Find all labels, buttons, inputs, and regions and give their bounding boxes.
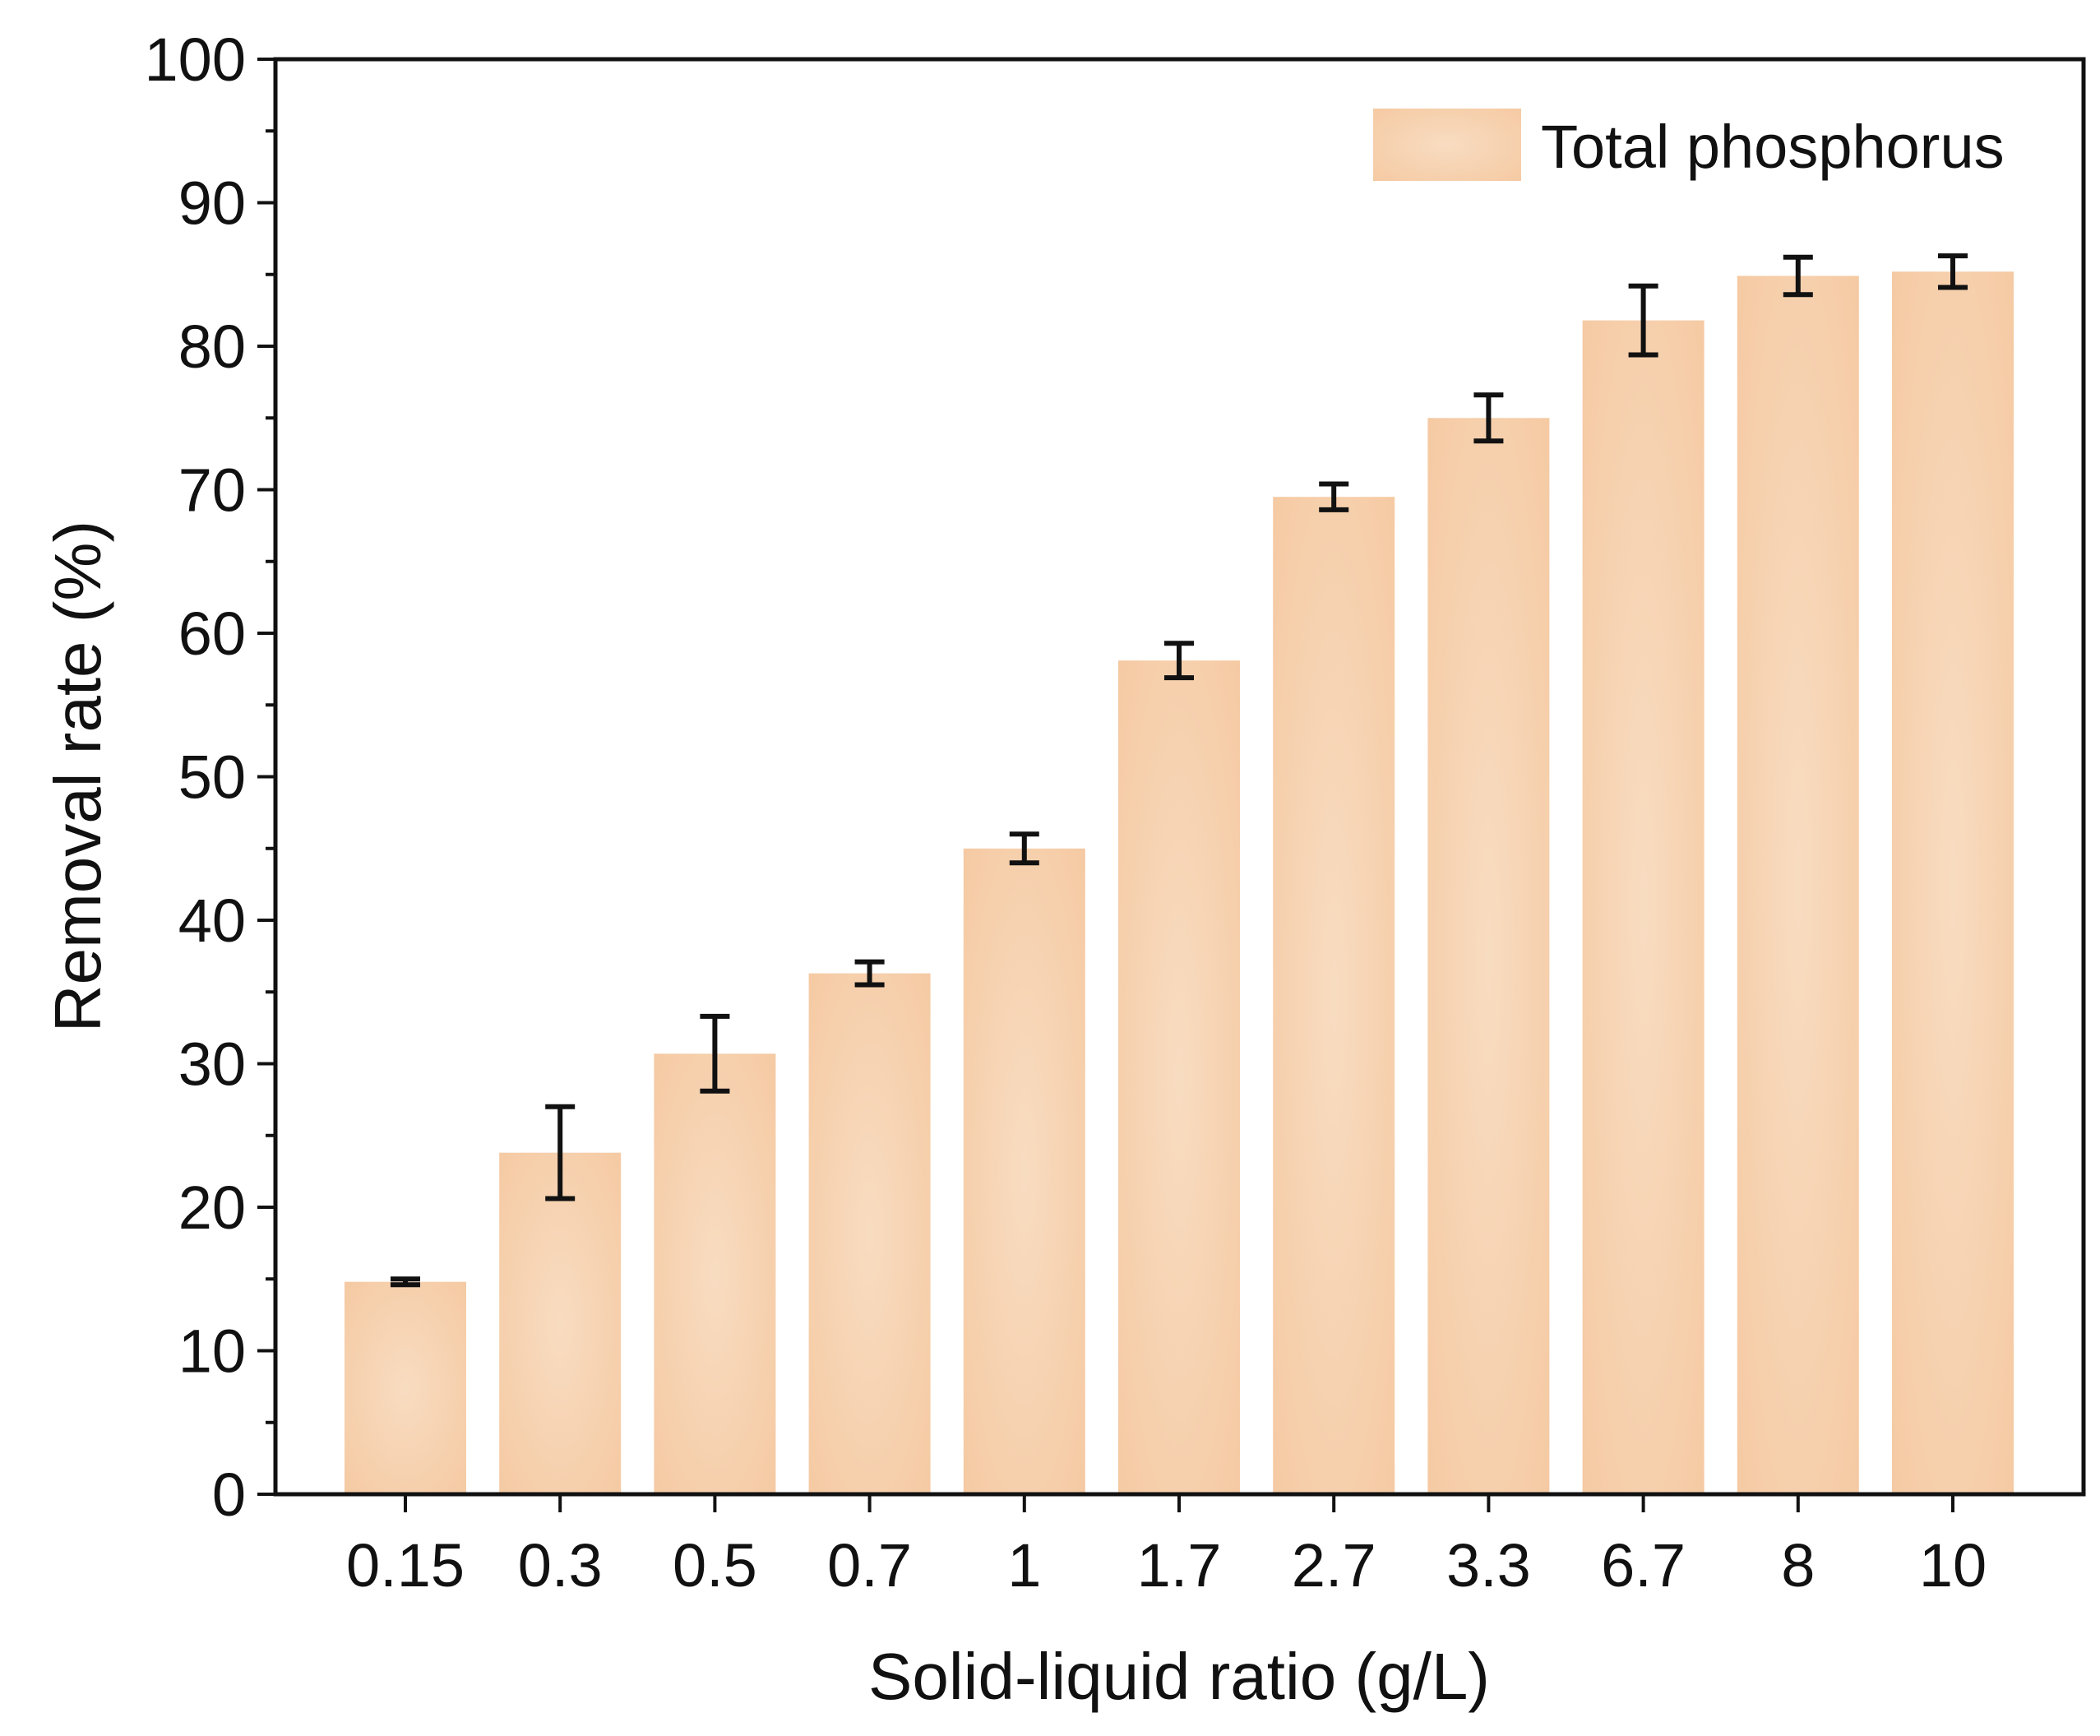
y-tick-label: 60 [178, 599, 246, 668]
y-axis: 0 10 20 30 40 50 60 70 80 90 100 [145, 25, 275, 1529]
y-tick-label: 70 [178, 456, 246, 525]
legend-swatch [1373, 109, 1521, 181]
x-tick-label: 6.7 [1601, 1531, 1686, 1599]
x-tick-label: 2.7 [1292, 1531, 1376, 1599]
bar-2.7 [1273, 497, 1395, 1495]
error-bar-0.15 [391, 1276, 420, 1288]
error-bar-8 [1783, 254, 1813, 298]
bar-1 [963, 848, 1085, 1495]
error-bar-0.7 [854, 959, 885, 988]
error-bars-layer [391, 253, 1968, 1288]
x-tick-label: 0.5 [673, 1531, 757, 1599]
error-bar-6.7 [1628, 283, 1658, 358]
error-bar-0.5 [700, 1013, 730, 1094]
bar-0.7 [808, 973, 931, 1494]
error-bar-0.3 [545, 1104, 576, 1201]
y-tick-label: 10 [178, 1317, 246, 1386]
bar-6.7 [1582, 320, 1705, 1495]
error-bar-1.7 [1164, 641, 1194, 681]
x-tick-label: 10 [1919, 1531, 1987, 1599]
bar-0.5 [654, 1053, 776, 1494]
x-tick-label: 0.7 [827, 1531, 912, 1599]
error-bar-1 [1009, 831, 1039, 866]
x-tick-label: 3.3 [1446, 1531, 1531, 1599]
bars-layer [345, 271, 2014, 1495]
x-axis-title: Solid-liquid ratio (g/L) [868, 1640, 1490, 1713]
y-tick-label: 100 [145, 25, 246, 94]
y-tick-label: 20 [178, 1174, 246, 1242]
bar-3.3 [1427, 418, 1550, 1495]
bar-0.3 [499, 1152, 622, 1494]
y-tick-label: 80 [178, 312, 246, 381]
x-tick-label: 0.3 [518, 1531, 603, 1599]
error-bar-10 [1938, 253, 1968, 290]
bar-1.7 [1118, 660, 1240, 1494]
x-tick-label: 1 [1007, 1531, 1041, 1599]
bar-8 [1737, 275, 1859, 1494]
legend-label: Total phosphorus [1541, 113, 2005, 181]
y-axis-title: Removal rate (%) [41, 521, 114, 1032]
y-tick-label: 90 [178, 169, 246, 238]
y-tick-label: 30 [178, 1030, 246, 1099]
x-tick-label: 0.15 [346, 1531, 465, 1599]
error-bar-3.3 [1473, 392, 1504, 444]
legend: Total phosphorus [1373, 109, 2005, 181]
y-tick-label: 0 [212, 1461, 246, 1529]
bar-10 [1892, 271, 2014, 1494]
y-tick-label: 50 [178, 743, 246, 812]
x-axis: 0.15 0.3 0.5 0.7 1 1.7 2.7 3.3 6.7 8 10 [346, 1494, 1987, 1599]
bar-0.15 [345, 1281, 466, 1494]
y-tick-label: 40 [178, 887, 246, 955]
x-tick-label: 8 [1781, 1531, 1815, 1599]
x-tick-label: 1.7 [1137, 1531, 1222, 1599]
error-bar-2.7 [1319, 481, 1349, 512]
